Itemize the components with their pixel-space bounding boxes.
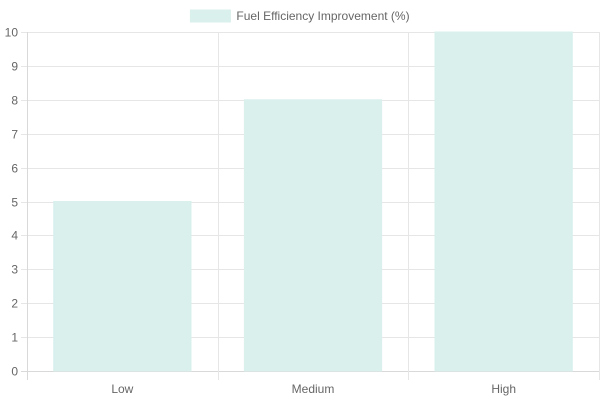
bars <box>53 31 573 372</box>
y-tick-label: 3 <box>11 263 18 277</box>
legend-label: Fuel Efficiency Improvement (%) <box>236 9 409 23</box>
y-tick-label: 9 <box>11 60 18 74</box>
y-tick-label: 5 <box>11 196 18 210</box>
y-tick-label: 8 <box>11 94 18 108</box>
axes: 0 1 2 3 4 5 6 7 8 9 10 Low Medium High <box>5 26 516 397</box>
y-tick-label: 1 <box>11 331 18 345</box>
y-tick-label: 6 <box>11 162 18 176</box>
y-tick-label: 2 <box>11 297 18 311</box>
x-tick-label: Medium <box>292 382 335 396</box>
y-tick-label: 0 <box>11 365 18 379</box>
legend-swatch <box>189 9 231 23</box>
x-tick-label: High <box>491 382 516 396</box>
bar-high[interactable] <box>434 31 573 372</box>
y-tick-label: 7 <box>11 128 18 142</box>
y-tick-label: 10 <box>5 26 19 40</box>
bar-medium[interactable] <box>243 99 383 372</box>
legend[interactable]: Fuel Efficiency Improvement (%) <box>189 9 410 23</box>
x-tick-label: Low <box>111 382 133 396</box>
y-tick-label: 4 <box>11 229 18 243</box>
bar-low[interactable] <box>53 201 192 372</box>
